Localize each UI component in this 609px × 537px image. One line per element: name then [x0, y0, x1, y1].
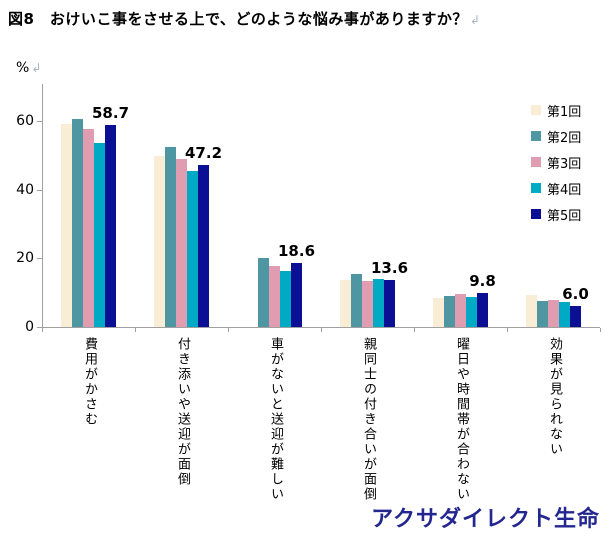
- bar-第2回-効果が見られない: [537, 301, 548, 327]
- legend-swatch-icon: [531, 183, 541, 193]
- bar-第2回-曜日や時間帯が合わない: [444, 296, 455, 327]
- legend-item: 第4回: [531, 175, 581, 201]
- legend-swatch-icon: [531, 105, 541, 115]
- x-axis-tick: [600, 328, 601, 332]
- legend-swatch-icon: [531, 157, 541, 167]
- y-axis-tick: [37, 189, 42, 191]
- category-label: 車がないと送迎が難しい: [267, 337, 283, 502]
- legend-label: 第1回: [547, 104, 582, 120]
- bar-value-label: 18.6: [277, 242, 316, 260]
- bar-第5回-効果が見られない: [570, 306, 581, 327]
- bar-第5回-費用がかさむ: [105, 125, 116, 327]
- y-axis-tick: [37, 327, 42, 328]
- category-label: 曜日や時間帯が合わない: [453, 337, 469, 502]
- bar-第5回-親同士の付き合いが面倒: [384, 280, 395, 327]
- bar-第4回-曜日や時間帯が合わない: [466, 297, 477, 327]
- x-axis-tick: [414, 328, 415, 332]
- bar-第2回-費用がかさむ: [72, 119, 83, 327]
- x-axis-tick: [321, 328, 322, 332]
- x-axis-tick: [507, 328, 508, 332]
- bar-value-label: 9.8: [469, 272, 496, 290]
- bar-value-label: 47.2: [184, 144, 223, 162]
- chart-title: 図8 おけいこ事をさせる上で、どのような悩み事がありますか？ ↲: [8, 8, 480, 29]
- bar-第1回-付き添いや送迎が面倒: [154, 156, 165, 327]
- legend-label: 第3回: [547, 156, 582, 172]
- bar-第2回-車がないと送迎が難しい: [258, 258, 269, 327]
- bar-第5回-車がないと送迎が難しい: [291, 263, 302, 327]
- legend-swatch-icon: [531, 209, 541, 219]
- bar-value-label: 13.6: [370, 259, 409, 277]
- bar-第1回-親同士の付き合いが面倒: [340, 280, 351, 327]
- y-axis-tick-label: 40: [16, 181, 34, 198]
- y-axis-unit-text: %: [16, 60, 30, 76]
- chart-title-text: 図8 おけいこ事をさせる上で、どのような悩み事がありますか？: [8, 10, 468, 28]
- bar-第4回-費用がかさむ: [94, 143, 105, 327]
- y-axis-unit-label: % ↲: [16, 60, 41, 76]
- bar-第4回-付き添いや送迎が面倒: [187, 171, 198, 327]
- y-axis-tick-label: 20: [16, 250, 34, 267]
- bar-value-label: 6.0: [562, 285, 589, 303]
- bar-第2回-親同士の付き合いが面倒: [351, 274, 362, 327]
- bar-第4回-車がないと送迎が難しい: [280, 271, 291, 327]
- bar-第5回-付き添いや送迎が面倒: [198, 165, 209, 327]
- category-label: 付き添いや送迎が面倒: [174, 337, 190, 487]
- legend-item: 第3回: [531, 149, 581, 175]
- legend-item: 第2回: [531, 123, 581, 149]
- company-logo: アクサダイレクト生命: [371, 507, 600, 532]
- legend-label: 第5回: [547, 208, 582, 224]
- bar-第3回-付き添いや送迎が面倒: [176, 159, 187, 327]
- y-axis-tick-label: 0: [25, 319, 34, 335]
- legend-label: 第2回: [547, 130, 582, 146]
- bar-第1回-曜日や時間帯が合わない: [433, 298, 444, 327]
- bar-第3回-効果が見られない: [548, 300, 559, 327]
- bar-第1回-効果が見られない: [526, 295, 537, 327]
- category-label: 効果が見られない: [546, 337, 562, 457]
- bar-第3回-費用がかさむ: [83, 129, 94, 327]
- chart-legend: 第1回第2回第3回第4回第5回: [531, 97, 581, 227]
- legend-item: 第5回: [531, 201, 581, 227]
- paragraph-mark-icon: ↲: [469, 13, 481, 27]
- bar-value-label: 58.7: [91, 104, 130, 122]
- legend-item: 第1回: [531, 97, 581, 123]
- bar-第5回-曜日や時間帯が合わない: [477, 293, 488, 327]
- category-label: 費用がかさむ: [81, 337, 97, 427]
- x-axis-tick: [42, 328, 43, 332]
- bar-第4回-効果が見られない: [559, 302, 570, 327]
- category-label: 親同士の付き合いが面倒: [360, 337, 376, 502]
- y-axis-tick-label: 60: [16, 113, 34, 129]
- x-axis-tick: [135, 328, 136, 332]
- bar-第4回-親同士の付き合いが面倒: [373, 279, 384, 327]
- y-axis-line: [42, 84, 43, 327]
- bar-第2回-付き添いや送迎が面倒: [165, 147, 176, 327]
- legend-swatch-icon: [531, 131, 541, 141]
- bar-第1回-費用がかさむ: [61, 124, 72, 327]
- y-axis-tick: [37, 121, 42, 122]
- bar-第3回-親同士の付き合いが面倒: [362, 281, 373, 327]
- bar-第3回-車がないと送迎が難しい: [269, 266, 280, 327]
- y-axis-tick: [37, 258, 42, 260]
- bar-第3回-曜日や時間帯が合わない: [455, 294, 466, 327]
- paragraph-mark-icon: ↲: [31, 61, 42, 75]
- x-axis-tick: [228, 328, 229, 332]
- x-axis-line: [42, 327, 600, 328]
- legend-label: 第4回: [547, 182, 582, 198]
